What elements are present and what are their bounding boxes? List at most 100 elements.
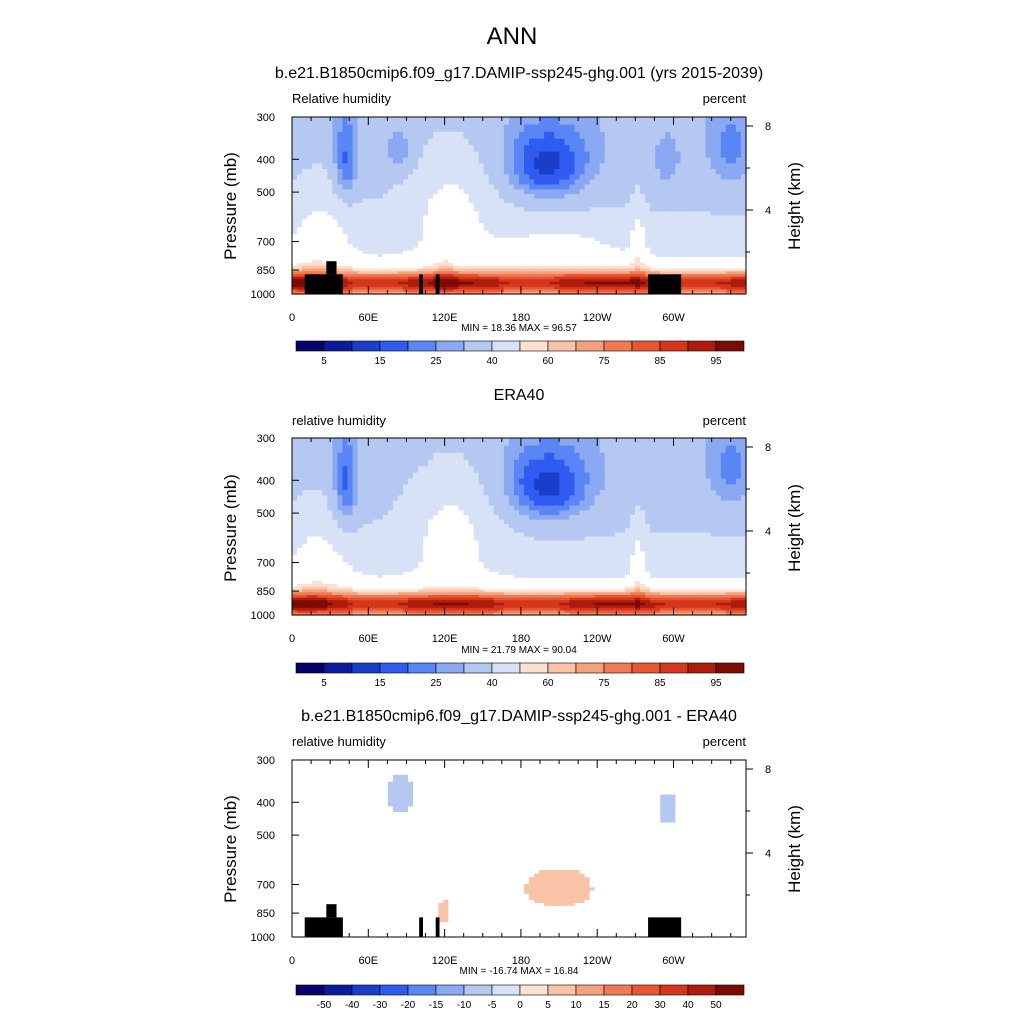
field-cell: [488, 273, 495, 278]
field-cell: [705, 262, 712, 267]
field-cell: [680, 194, 687, 200]
field-cell: [629, 189, 636, 195]
field-cell: [488, 179, 495, 186]
field-cell: [720, 459, 727, 467]
field-cell: [488, 145, 495, 153]
field-cell: [357, 234, 364, 239]
field-cell: [690, 241, 697, 246]
field-cell: [619, 478, 626, 486]
field-cell: [413, 466, 419, 474]
field-cell: [488, 256, 495, 261]
field-cell: [423, 223, 429, 228]
field-cell: [402, 234, 409, 239]
field-cell: [629, 241, 636, 246]
field-cell: [458, 184, 465, 191]
field-cell: [564, 284, 571, 288]
field-cell: [554, 268, 560, 272]
field-cell: [418, 452, 424, 461]
field-cell: [503, 203, 510, 208]
field-cell: [524, 223, 530, 228]
field-cell: [629, 265, 636, 270]
field-cell: [529, 279, 535, 283]
field-cell: [312, 241, 318, 246]
field-cell: [629, 271, 636, 275]
field-cell: [372, 489, 379, 496]
field-cell: [332, 117, 338, 126]
field-cell: [675, 237, 682, 242]
field-cell: [614, 472, 621, 480]
field-cell: [534, 279, 540, 283]
field-cell: [428, 244, 434, 249]
field-cell: [635, 219, 641, 224]
field-cell: [660, 184, 666, 191]
field-cell: [438, 237, 444, 242]
field-cell: [423, 445, 429, 454]
field-cell: [317, 256, 323, 261]
field-cell: [715, 189, 722, 195]
field-cell: [670, 151, 676, 159]
field-cell: [463, 207, 470, 213]
field-cell: [599, 241, 606, 246]
field-cell: [705, 247, 712, 252]
field-cell: [635, 478, 641, 486]
field-cell: [382, 163, 389, 170]
field-cell: [297, 484, 303, 491]
field-cell: [675, 227, 682, 232]
field-cell: [725, 157, 732, 165]
field-cell: [498, 284, 505, 288]
field-cell: [730, 174, 737, 181]
field-cell: [524, 271, 530, 275]
field-cell: [438, 445, 444, 454]
field-cell: [559, 495, 565, 502]
field-cell: [302, 495, 308, 502]
field-cell: [392, 472, 399, 480]
field-cell: [675, 174, 682, 181]
field-cell: [579, 194, 586, 200]
field-cell: [292, 207, 298, 213]
field-cell: [453, 445, 460, 454]
field-cell: [569, 250, 576, 255]
field-cell: [473, 117, 480, 126]
field-cell: [660, 207, 666, 213]
field-cell: [448, 495, 455, 502]
field-cell: [700, 198, 707, 204]
field-cell: [488, 265, 495, 270]
field-cell: [498, 271, 505, 275]
field-cell: [574, 472, 581, 480]
field-cell: [297, 203, 303, 208]
field-cell: [433, 194, 439, 200]
field-cell: [408, 286, 414, 290]
field-cell: [710, 219, 717, 224]
field-cell: [508, 203, 515, 208]
field-cell: [710, 495, 717, 502]
field-cell: [559, 291, 565, 295]
field-cell: [720, 262, 727, 267]
field-cell: [493, 268, 500, 272]
field-cell: [730, 279, 737, 283]
field-cell: [448, 124, 455, 133]
field-cell: [640, 253, 646, 258]
field-cell: [402, 459, 409, 467]
field-cell: [387, 484, 394, 491]
field-cell: [730, 151, 737, 159]
field-cell: [604, 284, 611, 288]
field-cell: [594, 124, 601, 133]
field-cell: [559, 279, 565, 283]
field-cell: [367, 198, 374, 204]
field-cell: [645, 466, 651, 474]
field-cell: [599, 291, 606, 295]
field-cell: [387, 215, 394, 221]
field-cell: [408, 262, 414, 267]
field-cell: [438, 281, 444, 285]
field-cell: [619, 163, 626, 170]
field-cell: [705, 256, 712, 261]
field-cell: [392, 268, 399, 272]
field-cell: [513, 207, 520, 213]
field-cell: [372, 289, 379, 293]
field-cell: [498, 445, 505, 454]
field-cell: [377, 286, 384, 290]
field-cell: [423, 237, 429, 242]
field-cell: [307, 211, 313, 217]
field-cell: [569, 194, 576, 200]
field-cell: [402, 230, 409, 235]
